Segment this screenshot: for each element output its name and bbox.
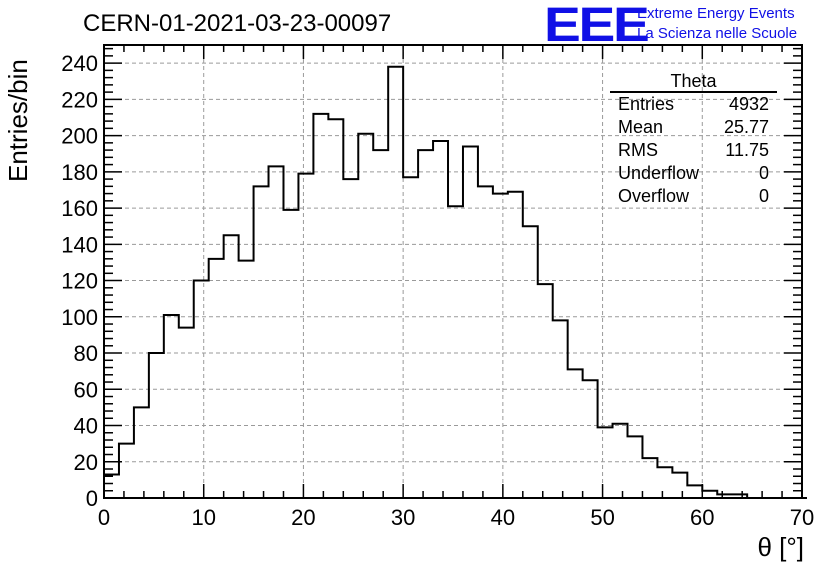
chart-title: CERN-01-2021-03-23-00097: [83, 10, 392, 37]
x-tick-label: 40: [491, 505, 515, 530]
y-axis-label: Entries/bin: [3, 59, 33, 182]
eee-logo: EEE: [544, 0, 650, 52]
plot-frame: [103, 44, 803, 499]
stats-value: 0: [758, 163, 769, 183]
y-tick-label: 120: [61, 269, 98, 294]
y-tick-label: 100: [61, 305, 98, 330]
y-tick-label: 220: [61, 87, 98, 112]
x-tick-label: 60: [690, 505, 714, 530]
stats-value: 4932: [728, 94, 769, 114]
x-axis-label: θ [°]: [757, 532, 804, 562]
stats-value: 25.77: [723, 117, 769, 137]
stats-label: Overflow: [618, 186, 690, 206]
stats-label: Mean: [618, 117, 664, 137]
y-tick-labels: 0 20 40 60 80 100 120 140 160 180 200 220 240: [61, 51, 98, 511]
y-tick-label: 20: [74, 450, 98, 475]
x-tick-label: 30: [391, 505, 415, 530]
stats-row-underflow: Underflow 0: [610, 162, 777, 185]
x-tick-label: 20: [291, 505, 315, 530]
x-tick-label: 0: [98, 505, 110, 530]
logo-caption: Extreme Energy Events La Scienza nelle S…: [637, 4, 797, 44]
axis-ticks: [103, 45, 803, 499]
stats-row-rms: RMS 11.75: [610, 139, 777, 162]
stats-box: Theta Entries 4932 Mean 25.77 RMS 11.75 …: [610, 72, 777, 208]
y-tick-label: 60: [74, 377, 98, 402]
stats-row-overflow: Overflow 0: [610, 185, 777, 208]
stats-label: Entries: [618, 94, 675, 114]
stats-value: 0: [758, 186, 769, 206]
y-tick-label: 240: [61, 51, 98, 76]
stats-value: 11.75: [725, 140, 769, 160]
y-tick-label: 0: [86, 486, 98, 511]
stats-label: Underflow: [618, 163, 700, 183]
y-tick-label: 200: [61, 124, 98, 149]
stats-label: RMS: [618, 140, 658, 160]
y-tick-label: 40: [74, 414, 98, 439]
y-tick-label: 80: [74, 341, 98, 366]
logo-caption-line1: Extreme Energy Events: [637, 5, 795, 22]
histogram-step-line: [103, 65, 807, 499]
x-tick-label: 10: [191, 505, 215, 530]
y-tick-label: 180: [61, 160, 98, 185]
y-tick-label: 160: [61, 196, 98, 221]
y-tick-label: 140: [61, 232, 98, 257]
grid-lines: [104, 45, 802, 498]
x-tick-label: 70: [790, 505, 814, 530]
x-tick-labels: 0 10 20 30 40 50 60 70: [98, 505, 814, 530]
stats-title: Theta: [610, 72, 777, 93]
stats-row-entries: Entries 4932: [610, 93, 777, 116]
x-tick-label: 50: [590, 505, 614, 530]
logo-caption-line2: La Scienza nelle Scuole: [637, 25, 798, 42]
stats-row-mean: Mean 25.77: [610, 116, 777, 139]
